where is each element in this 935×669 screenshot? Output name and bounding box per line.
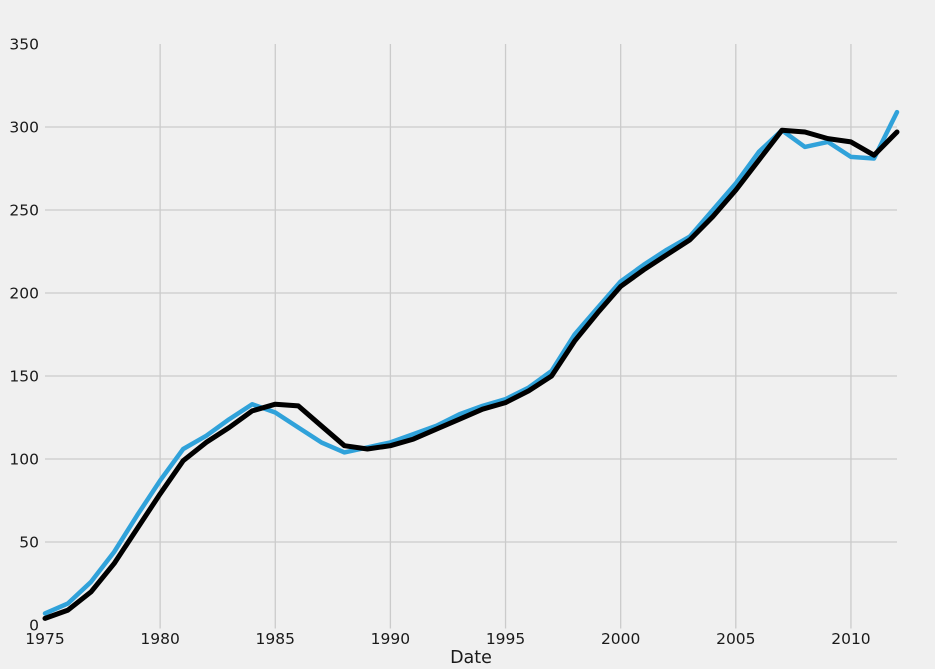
x-tick-label: 1995 (486, 630, 525, 648)
chart-series (42, 109, 900, 621)
y-tick-label: 150 (9, 368, 39, 386)
y-tick-label: 250 (9, 202, 39, 220)
x-tick-label: 2000 (601, 630, 640, 648)
y-tick-label: 50 (19, 534, 39, 552)
x-tick-label: 2005 (716, 630, 755, 648)
gridlines (45, 44, 897, 629)
x-axis-tick-labels: 1975 1980 1985 1990 1995 2000 2005 2010 (25, 630, 870, 648)
y-tick-label: 350 (9, 36, 39, 54)
x-tick-label: 1980 (140, 630, 179, 648)
x-axis-title: Date (450, 648, 492, 668)
x-tick-label: 1985 (256, 630, 295, 648)
y-tick-label: 0 (29, 617, 39, 635)
x-tick-label: 1990 (371, 630, 410, 648)
x-tick-label: 2010 (831, 630, 870, 648)
y-axis-tick-labels: 0 50 100 150 200 250 300 350 (9, 36, 39, 635)
x-tick-label: 1975 (25, 630, 64, 648)
y-tick-label: 200 (9, 285, 39, 303)
y-tick-label: 300 (9, 119, 39, 137)
series-line-blue (42, 109, 900, 616)
series-line-black (42, 127, 900, 621)
y-tick-label: 100 (9, 451, 39, 469)
